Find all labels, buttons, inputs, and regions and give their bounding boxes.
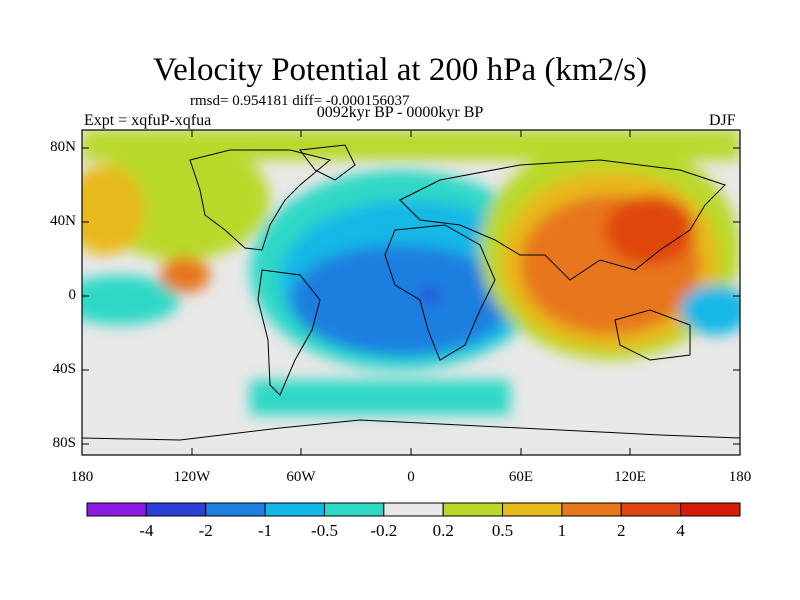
coast-australia: [614, 309, 691, 361]
coast-south-america: [257, 269, 321, 396]
colorbar-box-1: [145, 502, 207, 517]
colorbar-box-5: [383, 502, 444, 517]
contour-field: [82, 130, 740, 455]
lon-label-60e: 60E: [508, 469, 534, 485]
coast-europe-asia: [399, 159, 726, 281]
lat-label-0: 0: [68, 287, 77, 303]
lat-label-80n: 80N: [50, 139, 76, 155]
lon-label-180: 180: [70, 469, 94, 485]
season-label: DJF: [709, 112, 736, 129]
lat-label-40n: 40N: [50, 213, 76, 229]
colorbar-label: 2: [617, 521, 626, 540]
colorbar-box-9: [620, 502, 682, 517]
colorbar-box-0: [86, 502, 147, 517]
experiment-label: Expt = xqfuP-xqfua: [84, 112, 212, 129]
colorbar-label: -1: [258, 521, 273, 540]
colorbar-box-4: [323, 502, 385, 517]
colorbar-label: 1: [557, 521, 567, 540]
colorbar-label: -0.2: [370, 521, 398, 540]
lon-label-60w: 60W: [286, 469, 316, 485]
coast-africa: [384, 224, 496, 361]
period-label: 0092kyr BP - 0000kyr BP: [316, 104, 484, 121]
colorbar-box-8: [561, 502, 622, 517]
contour-africa-min: [420, 288, 440, 302]
contour-pacific-peak: [160, 257, 210, 293]
coastlines: [82, 144, 740, 441]
colorbar-box-7: [502, 502, 563, 517]
contour-pacific-negative: [82, 275, 180, 325]
colorbar-label: 4: [676, 521, 685, 540]
colorbar-label: -4: [139, 521, 154, 540]
coast-greenland: [299, 144, 356, 181]
contour-atlantic-strong: [290, 245, 510, 355]
axis-ticks: [81, 130, 741, 455]
contour-pacific-orange: [82, 165, 145, 255]
coast-antarctica: [82, 419, 740, 441]
colorbar-label: -2: [198, 521, 213, 540]
contour-west-pacific-negative: [680, 285, 740, 335]
contour-asia-max: [605, 195, 695, 265]
colorbar-box-2: [205, 502, 266, 517]
lat-label-80s: 80S: [52, 435, 76, 451]
colorbar-label: 0.5: [491, 521, 514, 540]
colorbar-label: -0.5: [311, 521, 338, 540]
coast-north-america: [189, 149, 332, 251]
map-title: Velocity Potential at 200 hPa (km2/s): [152, 52, 648, 88]
colorbar-box-6: [442, 502, 504, 517]
colorbar-label: 0.2: [432, 521, 454, 540]
colorbar-box-10: [680, 502, 741, 517]
contour-south-negative: [250, 380, 510, 415]
stats-label: rmsd= 0.954181 diff= -0.000156037: [190, 93, 410, 109]
lon-label-120e: 120E: [614, 469, 646, 485]
lon-label-120w: 120W: [173, 469, 211, 485]
colorbar-box-3: [264, 502, 325, 517]
lon-label-0: 0: [407, 469, 415, 485]
colorbar: [86, 502, 741, 517]
lat-label-40s: 40S: [52, 361, 76, 377]
lon-label-180: 180: [728, 469, 752, 485]
